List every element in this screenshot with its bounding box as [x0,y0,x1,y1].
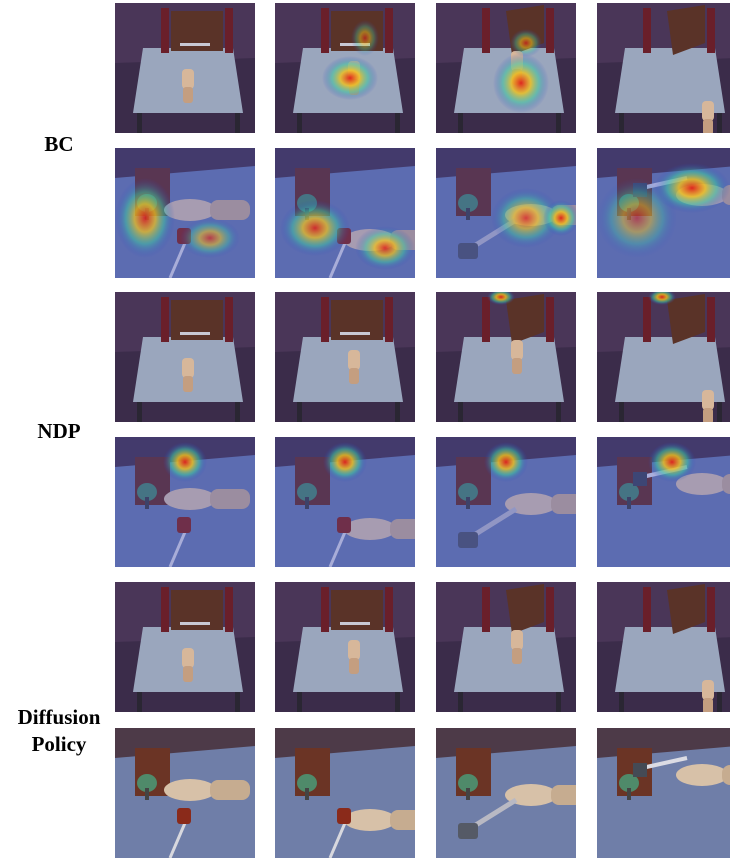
frame-image [436,728,576,858]
frame-image [436,148,576,278]
frame-image [275,148,415,278]
method-label-diffusion-policy: Diffusion Policy [0,704,118,758]
frame-image [115,148,255,278]
frame-image [597,3,730,133]
method-label-ndp: NDP [0,418,118,445]
method-label-line: BC [44,132,74,156]
method-label-line: Diffusion [17,705,101,729]
frame-image [115,728,255,858]
frame-image [597,582,730,712]
frame-image [597,437,730,567]
frame-image [115,3,255,133]
method-label-line: NDP [37,419,81,443]
frame-image [115,292,255,422]
method-label-bc: BC [0,131,118,158]
frame-image [597,148,730,278]
frame-image [436,3,576,133]
frame-image [275,3,415,133]
frame-image [436,437,576,567]
frame-image [115,437,255,567]
method-label-line: Policy [31,732,87,756]
frame-image [275,582,415,712]
frame-image [597,728,730,858]
frame-image [275,437,415,567]
frame-image [436,582,576,712]
frame-image [115,582,255,712]
frame-image [597,292,730,422]
frame-image [275,728,415,858]
frame-image [436,292,576,422]
frame-image [275,292,415,422]
